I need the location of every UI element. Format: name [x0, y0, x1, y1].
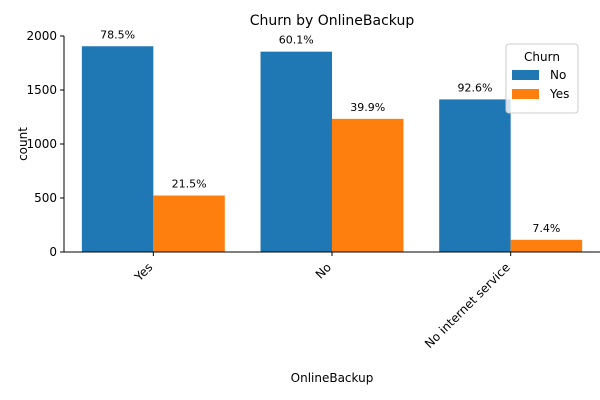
y-tick-label: 2000: [26, 29, 57, 43]
legend-title: Churn: [524, 50, 560, 64]
data-label-yes-0: 21.5%: [172, 178, 207, 191]
data-label-no-0: 78.5%: [100, 28, 135, 41]
bar-yes-2: [510, 239, 583, 252]
x-tick-label: Yes: [131, 260, 155, 284]
x-tick-label: No internet service: [422, 260, 513, 351]
legend: Churn No Yes: [505, 43, 579, 114]
y-tick-label: 500: [34, 191, 57, 205]
data-label-yes-2: 7.4%: [532, 222, 560, 235]
bar-yes-0: [153, 195, 225, 252]
x-tick-label: No: [313, 260, 334, 281]
y-axis-label: count: [16, 127, 30, 161]
bar-no-0: [81, 46, 154, 253]
chart-title: Churn by OnlineBackup: [250, 13, 415, 29]
y-axis: 0 500 1000 1500 2000: [26, 29, 65, 259]
y-tick-label: 0: [49, 245, 57, 259]
bar-no-2: [439, 99, 511, 252]
bar-yes-1: [332, 118, 404, 252]
data-label-no-2: 92.6%: [457, 81, 492, 94]
x-axis-label: OnlineBackup: [291, 371, 374, 385]
y-tick-label: 1500: [26, 83, 57, 97]
legend-label-yes: Yes: [549, 87, 569, 101]
data-label-yes-1: 39.9%: [350, 101, 385, 114]
x-axis: Yes No No internet service: [64, 251, 600, 351]
data-labels: 78.5% 60.1% 92.6% 21.5% 39.9% 7.4%: [100, 28, 560, 235]
bars: [81, 46, 583, 253]
legend-swatch-no: [512, 70, 539, 80]
bar-no-1: [260, 51, 332, 252]
y-tick-label: 1000: [26, 137, 57, 151]
data-label-no-1: 60.1%: [279, 34, 314, 47]
legend-swatch-yes: [512, 89, 539, 99]
legend-label-no: No: [550, 68, 566, 82]
